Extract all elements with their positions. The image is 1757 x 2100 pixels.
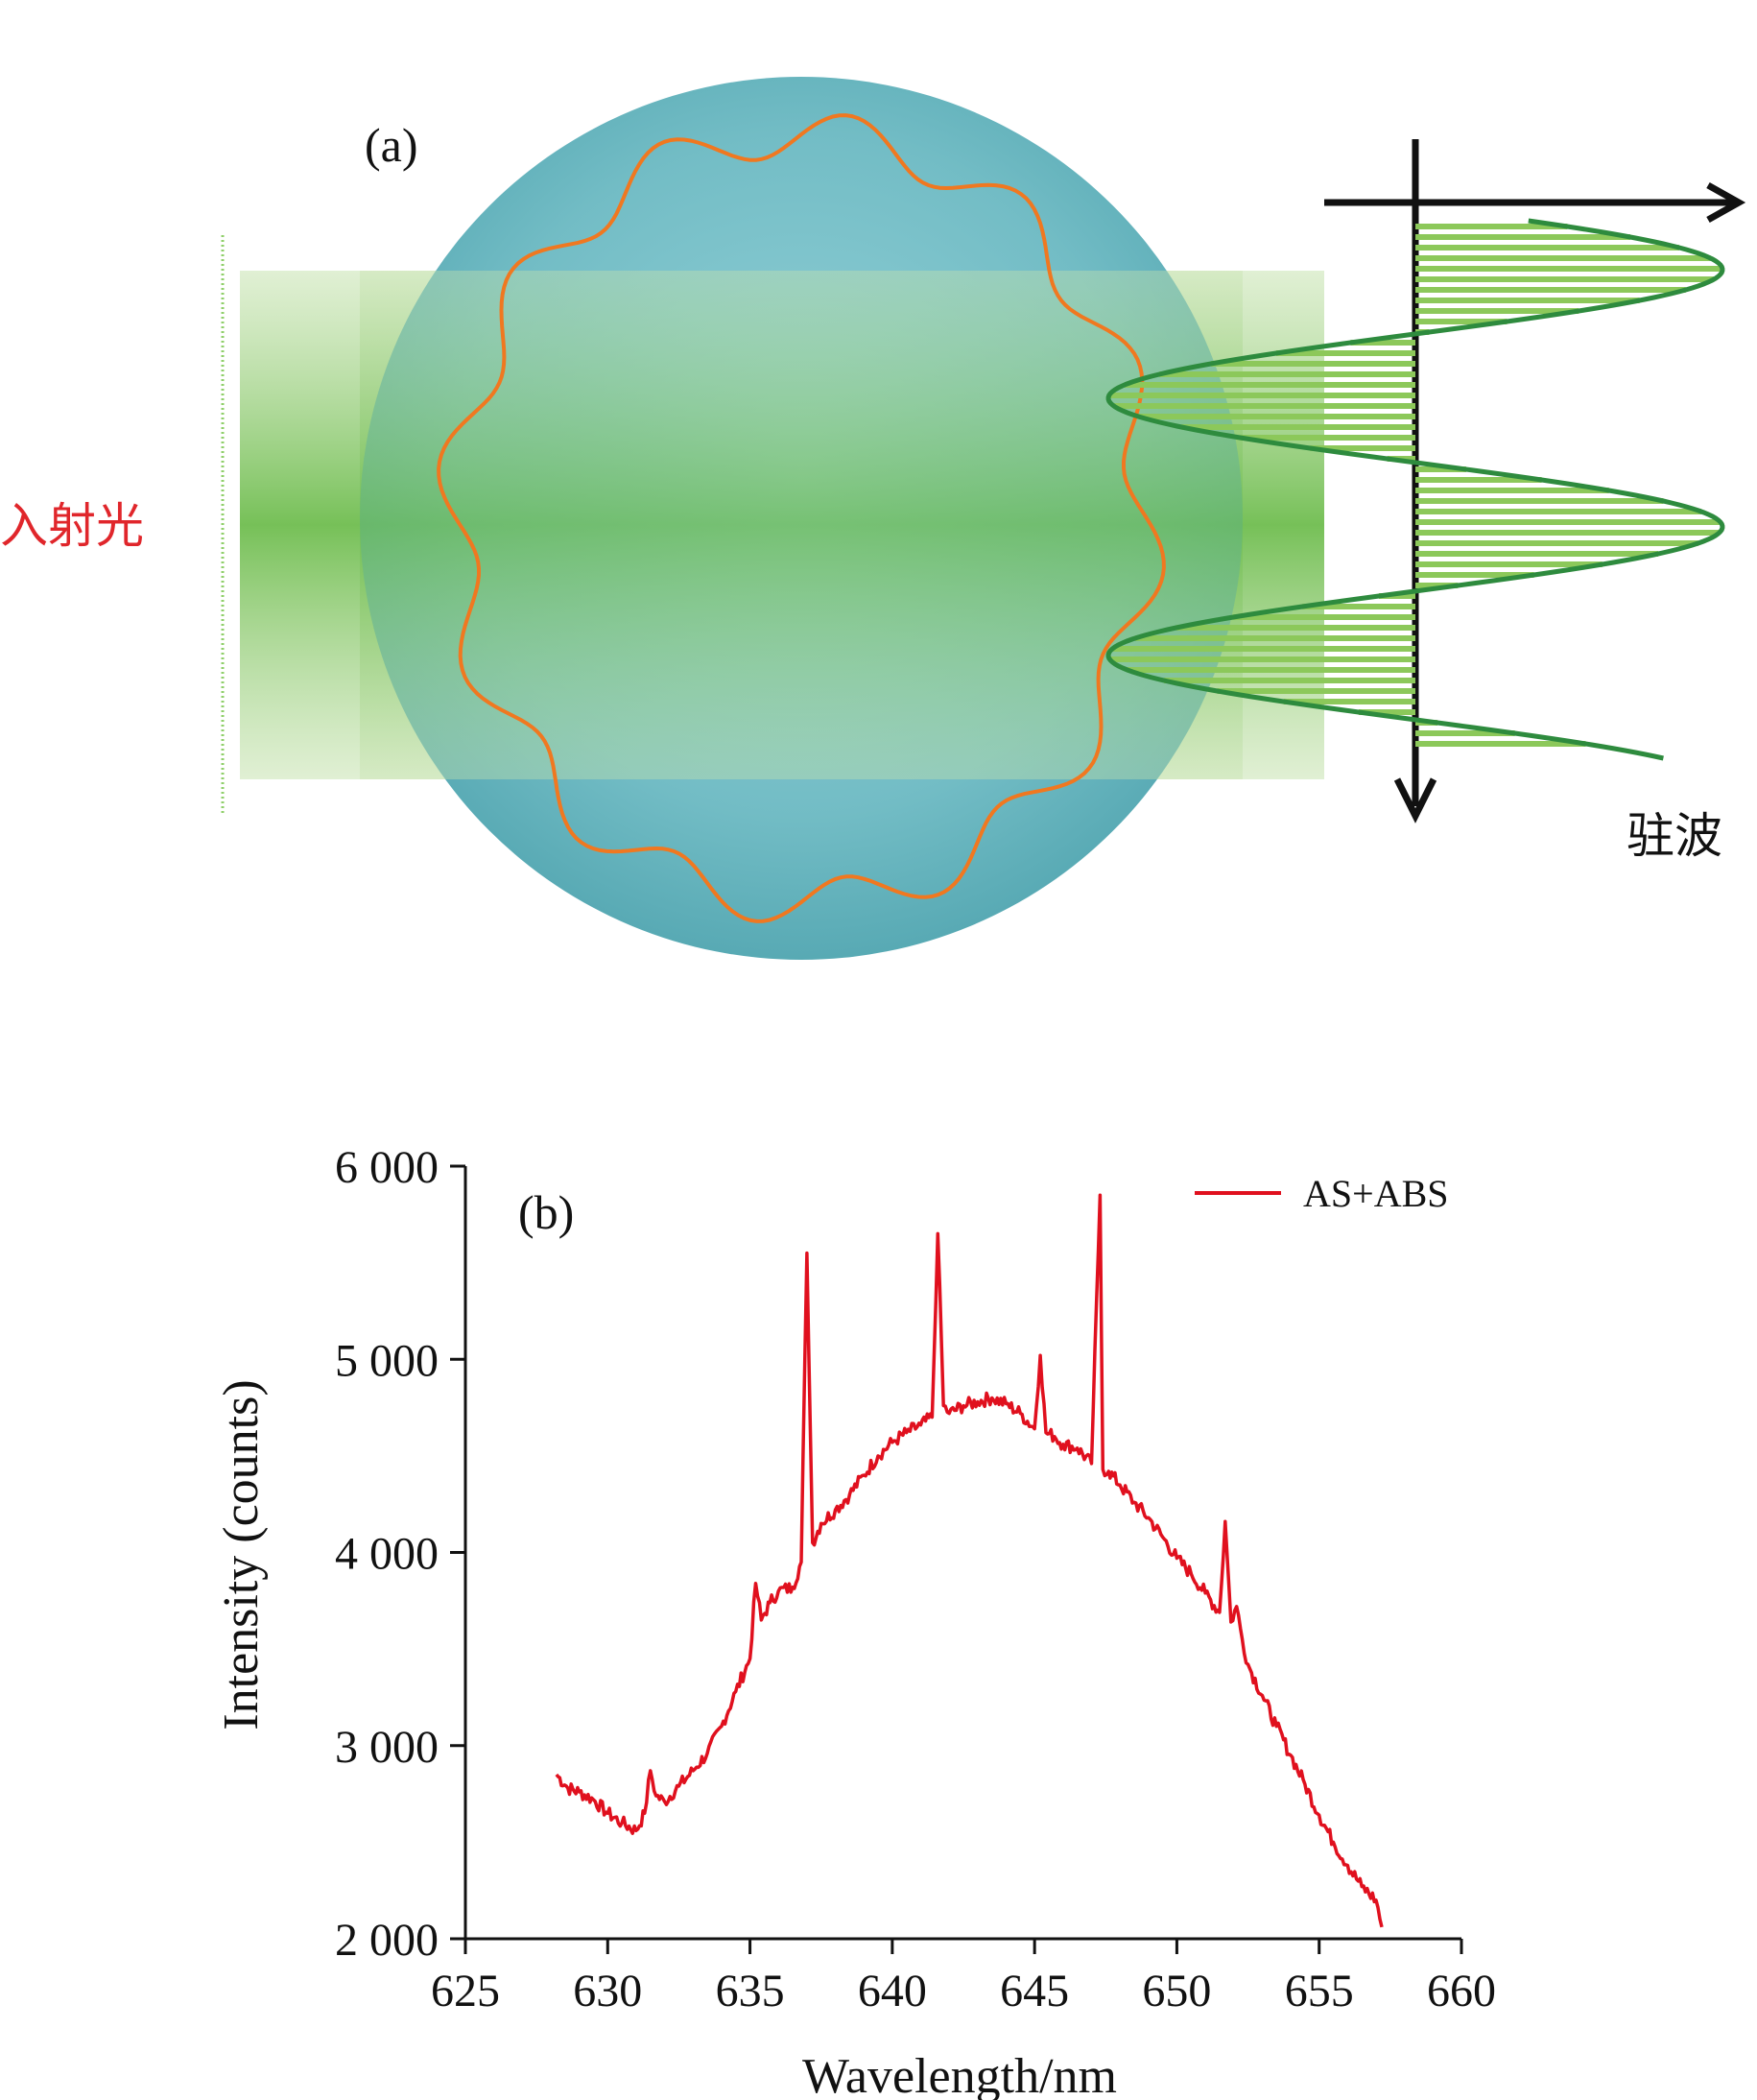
y-tick-label: 4 000 [335,1529,439,1580]
x-tick-label: 630 [573,1966,642,2016]
y-tick-label: 6 000 [335,1142,439,1193]
series-line-as-abs [555,1193,1384,1928]
y-axis-ticks: 2 000 3 000 4 000 5 000 6 000 [335,1142,465,1966]
x-tick-label: 635 [716,1966,785,2016]
legend: AS+ABS [1195,1172,1449,1215]
x-tick-label: 655 [1285,1966,1354,2016]
x-tick-label: 645 [1000,1966,1069,2016]
incident-light-label: 入射光 [0,498,144,554]
x-tick-label: 650 [1142,1966,1211,2016]
y-tick-label: 2 000 [335,1915,439,1966]
y-tick-label: 3 000 [335,1722,439,1773]
standing-wave-label: 驻波 [1626,808,1722,864]
standing-wave-axis-arrowhead-right [1706,181,1746,224]
panel-a-label: (a) [365,118,418,172]
y-tick-label: 5 000 [335,1335,439,1386]
panel-a-schematic: (a) 入射光 驻波 [0,77,1746,960]
standing-wave-curve [1105,218,1725,761]
x-axis-ticks: 625 630 635 640 645 650 655 660 [431,1939,1496,2016]
beam-through-sphere [360,271,1243,779]
panel-b-label: (b) [518,1185,574,1239]
panel-b-chart: 625 630 635 640 645 650 655 660 2 000 3 000 4 000… [214,1142,1496,2100]
x-tick-label: 640 [858,1966,927,2016]
x-axis-title: Wavelength/nm [802,2049,1117,2100]
legend-label: AS+ABS [1303,1172,1449,1215]
x-tick-label: 660 [1427,1966,1496,2016]
standing-wave-axis-arrowhead-down [1393,777,1437,823]
x-tick-label: 625 [431,1966,500,2016]
y-axis-title: Intensity (counts) [214,1379,269,1730]
whispering-gallery-wave [437,113,1166,923]
